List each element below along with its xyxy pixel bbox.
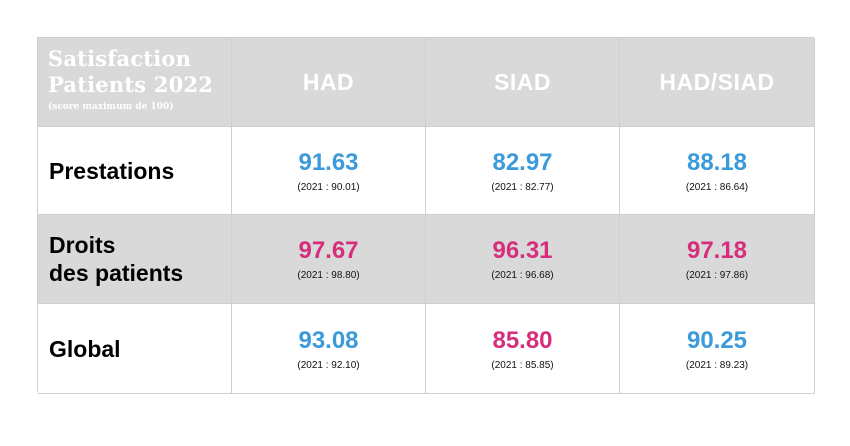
row-header-label: Global bbox=[49, 335, 121, 362]
table-title-line-2: Patients 2022 bbox=[48, 72, 214, 97]
row-header-label-line-1: Droits bbox=[49, 232, 116, 258]
row-header-droits-des-patients: Droits des patients bbox=[38, 215, 232, 304]
table-title-subtitle: (score maximum de 100) bbox=[48, 102, 174, 112]
previous-score: (2021 : 90.01) bbox=[297, 181, 360, 193]
score-value: 85.80 bbox=[492, 326, 553, 354]
table-cell: 97.18 (2021 : 97.86) bbox=[620, 215, 815, 304]
score-value: 88.18 bbox=[686, 148, 748, 176]
previous-score: (2021 : 97.86) bbox=[685, 270, 749, 281]
table-title-line-1: Satisfaction bbox=[48, 46, 192, 71]
table-cell: 85.80 (2021 : 85.85) bbox=[426, 304, 620, 394]
previous-score: (2021 : 98.80) bbox=[297, 270, 360, 281]
table-cell: 93.08 (2021 : 92.10) bbox=[232, 304, 426, 394]
previous-score: (2021 : 85.85) bbox=[491, 359, 554, 371]
score-value: 96.31 bbox=[492, 237, 553, 264]
satisfaction-table: Satisfaction Patients 2022 (score maximu… bbox=[37, 37, 815, 394]
table-cell: 96.31 (2021 : 96.68) bbox=[426, 215, 620, 304]
column-header-label: HAD/SIAD bbox=[659, 68, 775, 95]
table-cell: 90.25 (2021 : 89.23) bbox=[620, 304, 815, 394]
score-value: 97.67 bbox=[298, 237, 359, 264]
table-cell: 91.63 (2021 : 90.01) bbox=[232, 127, 426, 215]
previous-score: (2021 : 89.23) bbox=[685, 359, 749, 371]
score-value: 93.08 bbox=[298, 326, 359, 354]
table-cell: 88.18 (2021 : 86.64) bbox=[620, 127, 815, 215]
previous-score: (2021 : 92.10) bbox=[297, 359, 360, 371]
table-cell: 82.97 (2021 : 82.77) bbox=[426, 127, 620, 215]
column-header-label: SIAD bbox=[494, 68, 551, 95]
table-title-cell: Satisfaction Patients 2022 (score maximu… bbox=[38, 38, 232, 127]
row-header-global: Global bbox=[38, 304, 232, 394]
table-cell: 97.67 (2021 : 98.80) bbox=[232, 215, 426, 304]
column-header-had-siad: HAD/SIAD bbox=[620, 38, 815, 127]
score-value: 82.97 bbox=[492, 148, 553, 176]
row-header-prestations: Prestations bbox=[38, 127, 232, 215]
previous-score: (2021 : 96.68) bbox=[491, 270, 554, 281]
previous-score: (2021 : 86.64) bbox=[685, 181, 749, 193]
score-value: 97.18 bbox=[686, 237, 748, 264]
previous-score: (2021 : 82.77) bbox=[491, 181, 554, 193]
row-header-label-line-2: des patients bbox=[49, 260, 184, 286]
row-header-label: Prestations bbox=[49, 157, 175, 184]
score-value: 91.63 bbox=[298, 148, 359, 176]
column-header-label: HAD bbox=[302, 68, 355, 95]
column-header-had: HAD bbox=[232, 38, 426, 127]
score-value: 90.25 bbox=[686, 326, 748, 354]
column-header-siad: SIAD bbox=[426, 38, 620, 127]
